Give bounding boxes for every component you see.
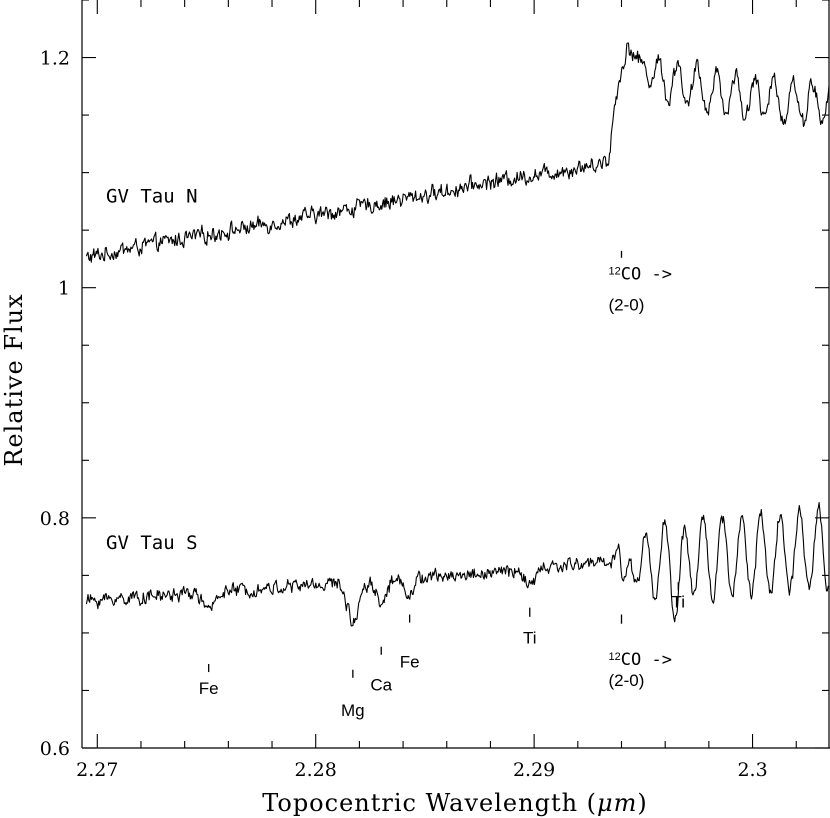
annotation-label-fe-1: Fe — [199, 679, 219, 698]
x-tick-label: 2.29 — [513, 759, 555, 781]
annotation-label-co-n: 12CO -> — [609, 265, 672, 285]
x-tick-label: 2.3 — [737, 759, 767, 781]
y-tick-label: 1.2 — [40, 48, 70, 70]
x-axis-title: Topocentric Wavelength (μm) — [262, 789, 648, 817]
ticks — [82, 0, 829, 749]
series-label: GV Tau N — [106, 186, 198, 208]
annotation-label-fe-2: Fe — [400, 652, 420, 671]
x-tick-label: 2.28 — [295, 759, 337, 781]
y-axis-title: Relative Flux — [0, 293, 28, 466]
axes — [81, 0, 830, 749]
y-tick-label: 0.6 — [40, 738, 70, 760]
tick-labels: 2.27 2.28 2.29 2.3 0.6 0.8 1 1.2 — [40, 48, 768, 781]
y-tick-label: 0.8 — [40, 508, 70, 530]
annotation-label-ca: Ca — [370, 675, 392, 694]
annotation-label-ti-2: Ti — [672, 593, 686, 612]
spectrum-line-gv-tau-s — [85, 502, 830, 627]
spectrum-line-gv-tau-n — [85, 42, 830, 263]
annotation-label-co-s: 12CO -> — [609, 650, 672, 670]
series-label: GV Tau S — [106, 532, 198, 554]
x-tick-label: 2.27 — [76, 759, 118, 781]
annotation-label-mg: Mg — [341, 701, 365, 720]
spectra — [85, 42, 830, 627]
y-tick-label: 1 — [58, 278, 70, 300]
annotation-label-ti-1: Ti — [523, 628, 537, 647]
annotation-sublabel-co-s: (2-0) — [609, 671, 645, 690]
annotation-sublabel-co-n: (2-0) — [609, 296, 645, 315]
series-labels: GV Tau N GV Tau S — [106, 186, 198, 554]
